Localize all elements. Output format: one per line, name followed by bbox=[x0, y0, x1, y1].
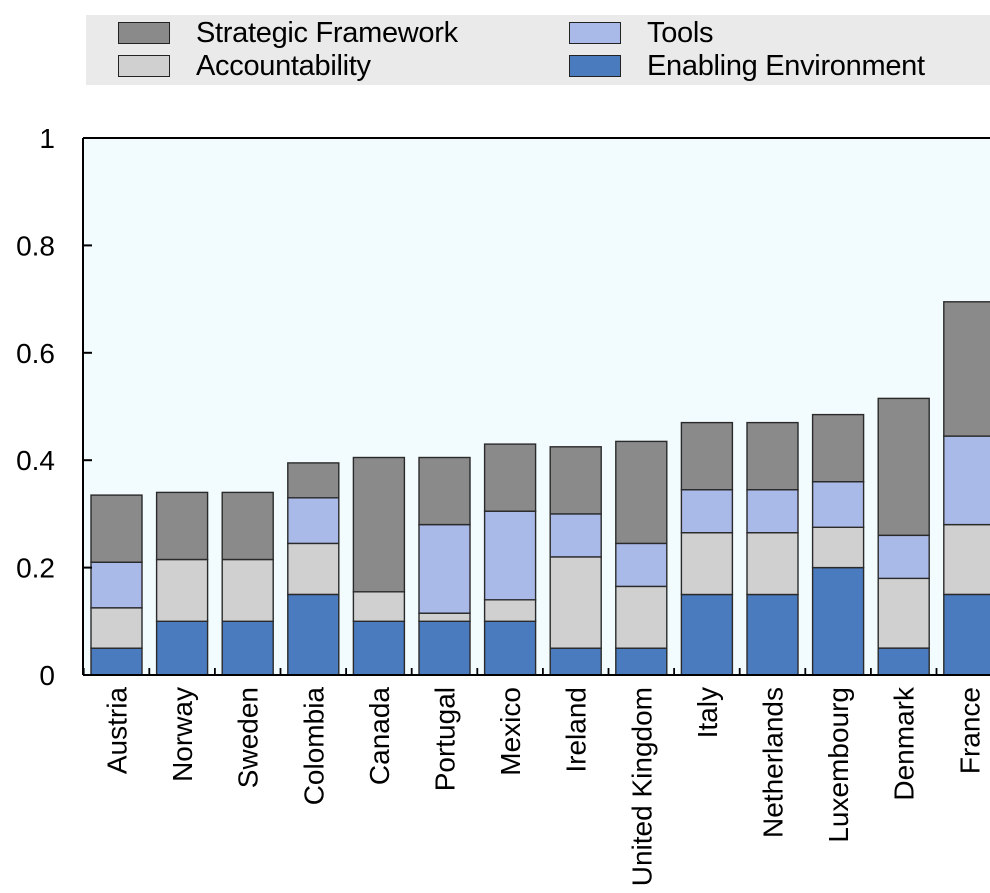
y-tick-label: 0 bbox=[39, 660, 55, 691]
bar-segment-austria-tools bbox=[90, 561, 143, 609]
bar-segment-denmark-strategic-framework bbox=[877, 397, 930, 536]
legend-label-enabling-environment: Enabling Environment bbox=[647, 50, 925, 82]
bar-segment-portugal-accountability bbox=[418, 612, 471, 623]
legend-label-strategic-framework: Strategic Framework bbox=[196, 17, 458, 49]
bar-segment-mexico-strategic-framework bbox=[483, 443, 537, 512]
x-tick-label-france: France bbox=[954, 687, 985, 774]
bar-segment-denmark-enabling-environment bbox=[877, 647, 930, 676]
bar-segment-italy-tools bbox=[680, 489, 734, 534]
x-tick-label-mexico: Mexico bbox=[495, 687, 526, 776]
legend-swatch-accountability bbox=[118, 55, 170, 77]
bar-segment-mexico-enabling-environment bbox=[483, 620, 537, 676]
bar-segment-ireland-accountability bbox=[549, 556, 602, 649]
bar-segment-norway-strategic-framework bbox=[155, 491, 209, 561]
bar-segment-austria-accountability bbox=[90, 607, 143, 649]
x-tick-label-united-kingdom: United Kingdom bbox=[626, 687, 657, 886]
x-tick-label-denmark: Denmark bbox=[889, 686, 920, 801]
bar-segment-italy-accountability bbox=[680, 532, 734, 596]
bar-segment-italy-strategic-framework bbox=[680, 421, 734, 491]
bar-segment-netherlands-accountability bbox=[746, 532, 799, 596]
bar-segment-italy-enabling-environment bbox=[680, 593, 734, 676]
bar-segment-mexico-tools bbox=[483, 510, 537, 601]
x-tick-label-austria: Austria bbox=[102, 687, 133, 775]
bar-segment-austria-enabling-environment bbox=[90, 647, 143, 676]
bar-segment-denmark-accountability bbox=[877, 577, 930, 649]
bar-segment-france-enabling-environment bbox=[943, 593, 990, 676]
y-tick-label: 0.8 bbox=[16, 230, 55, 261]
bar-segment-canada-strategic-framework bbox=[352, 456, 406, 593]
bar-segment-colombia-tools bbox=[287, 497, 340, 545]
bar-segment-ireland-tools bbox=[549, 513, 602, 558]
bar-segment-canada-accountability bbox=[352, 591, 406, 622]
bar-segment-netherlands-enabling-environment bbox=[746, 593, 799, 676]
bar-segment-mexico-accountability bbox=[483, 599, 537, 622]
bar-segment-sweden-enabling-environment bbox=[221, 620, 274, 676]
bar-segment-colombia-enabling-environment bbox=[287, 593, 340, 676]
bar-segment-portugal-tools bbox=[418, 523, 471, 614]
x-tick-label-sweden: Sweden bbox=[233, 687, 264, 788]
bar-segment-france-strategic-framework bbox=[943, 301, 990, 437]
bar-segment-colombia-strategic-framework bbox=[287, 462, 340, 499]
bar-segment-united-kingdom-enabling-environment bbox=[615, 647, 668, 676]
y-tick-label: 0.2 bbox=[16, 553, 55, 584]
bar-segment-united-kingdom-tools bbox=[615, 542, 668, 588]
y-tick-label: 0.4 bbox=[16, 445, 55, 476]
x-tick-label-norway: Norway bbox=[167, 687, 198, 782]
bar-segment-france-tools bbox=[943, 435, 990, 526]
bar-segment-luxembourg-accountability bbox=[811, 526, 865, 569]
bar-segment-sweden-strategic-framework bbox=[221, 491, 274, 561]
bar-segment-united-kingdom-accountability bbox=[615, 585, 668, 649]
x-tick-label-colombia: Colombia bbox=[298, 687, 329, 806]
x-tick-label-luxembourg: Luxembourg bbox=[823, 687, 854, 843]
legend: Strategic Framework Accountability Tools… bbox=[86, 15, 990, 85]
legend-swatch-tools bbox=[569, 22, 621, 44]
bar-segment-luxembourg-strategic-framework bbox=[811, 413, 865, 483]
y-tick-label: 1 bbox=[39, 123, 55, 154]
x-tick-label-netherlands: Netherlands bbox=[758, 687, 789, 838]
bar-segment-ireland-strategic-framework bbox=[549, 446, 602, 515]
legend-swatch-strategic-framework bbox=[118, 22, 170, 44]
bar-segment-colombia-accountability bbox=[287, 542, 340, 596]
x-tick-label-canada: Canada bbox=[364, 687, 395, 786]
bar-segment-norway-enabling-environment bbox=[155, 620, 209, 676]
bar-segment-portugal-strategic-framework bbox=[418, 456, 471, 526]
x-tick-label-portugal: Portugal bbox=[430, 687, 461, 791]
x-tick-label-ireland: Ireland bbox=[561, 687, 592, 773]
bar-segment-portugal-enabling-environment bbox=[418, 620, 471, 676]
legend-label-tools: Tools bbox=[647, 17, 714, 49]
bar-segment-netherlands-strategic-framework bbox=[746, 421, 799, 491]
bar-segment-france-accountability bbox=[943, 523, 990, 596]
legend-swatch-enabling-environment bbox=[569, 55, 621, 77]
bar-segment-austria-strategic-framework bbox=[90, 494, 143, 563]
bar-segment-denmark-tools bbox=[877, 534, 930, 580]
bar-segment-united-kingdom-strategic-framework bbox=[615, 440, 668, 545]
x-tick-label-italy: Italy bbox=[692, 687, 723, 738]
bar-segment-netherlands-tools bbox=[746, 489, 799, 534]
bar-segment-luxembourg-tools bbox=[811, 481, 865, 529]
legend-label-accountability: Accountability bbox=[196, 50, 371, 82]
bar-segment-sweden-accountability bbox=[221, 558, 274, 622]
bar-segment-ireland-enabling-environment bbox=[549, 647, 602, 676]
bar-segment-luxembourg-enabling-environment bbox=[811, 566, 865, 676]
bar-segment-canada-enabling-environment bbox=[352, 620, 406, 676]
bar-segment-norway-accountability bbox=[155, 558, 209, 622]
y-tick-label: 0.6 bbox=[16, 338, 55, 369]
